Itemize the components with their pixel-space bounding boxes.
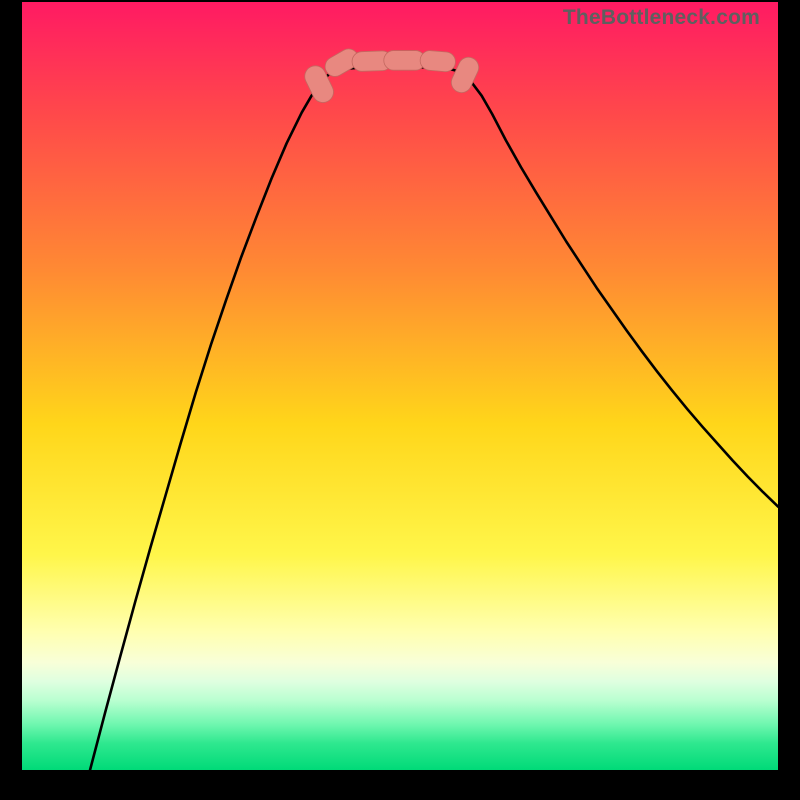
- image-frame: TheBottleneck.com: [0, 0, 800, 800]
- curve-marker: [384, 51, 425, 71]
- plot-area: TheBottleneck.com: [22, 2, 778, 770]
- curve-marker: [419, 50, 456, 73]
- bottleneck-curve: [90, 67, 778, 770]
- chart-svg-layer: [22, 2, 778, 770]
